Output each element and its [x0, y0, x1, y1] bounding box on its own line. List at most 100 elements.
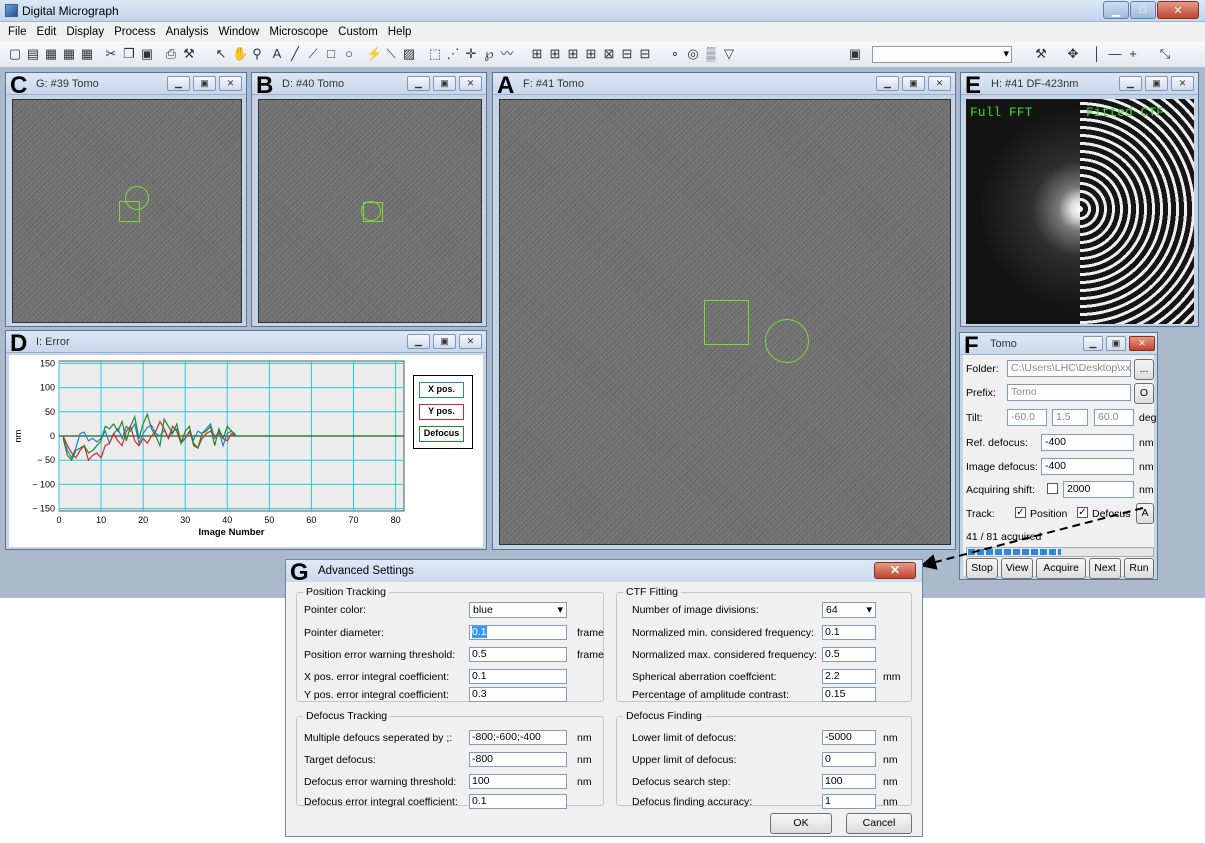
points-tool-icon[interactable]: ∘ [670, 46, 680, 61]
save-all-icon[interactable]: ▦ [62, 46, 76, 61]
acquiring-shift-checkbox[interactable] [1047, 483, 1058, 494]
restore-icon[interactable]: ▣ [902, 76, 925, 91]
tilt-start-field[interactable]: -60.0 [1007, 409, 1047, 426]
hammer-icon[interactable]: ⚒ [1035, 46, 1047, 61]
tomo-dialog-f[interactable]: Tomo ▁ ▣ ✕ F Folder: C:\Users\LHC\Desktop\… [959, 332, 1158, 580]
selection-icon[interactable]: ⤡ [1159, 46, 1171, 61]
image-divisions-select[interactable]: 64 [822, 602, 876, 618]
max-frequency-field[interactable]: 0.5 [822, 647, 876, 662]
dialog-titlebar[interactable]: G Advanced Settings ✕ [286, 559, 922, 586]
minimize-icon[interactable]: ▁ [1083, 336, 1103, 351]
window-titlebar[interactable]: F: #41 Tomo ▁ ▣ ✕ [493, 73, 955, 95]
menu-window[interactable]: Window [218, 26, 260, 38]
browse-folder-button[interactable]: ... [1134, 359, 1154, 380]
stop-button[interactable]: Stop [966, 558, 998, 579]
chart-tool-4-icon[interactable]: ⊞ [585, 46, 597, 61]
window-titlebar[interactable]: Tomo ▁ ▣ ✕ [960, 333, 1157, 355]
pointer-tool-icon[interactable]: ↖ [215, 46, 227, 61]
micrograph-image[interactable] [12, 99, 242, 323]
cut-icon[interactable]: ✂ [105, 46, 117, 61]
fft-window-e[interactable]: H: #41 DF-423nm ▁ ▣ ✕ E Full FFT Fitted CT… [960, 72, 1199, 327]
chart-tool-1-icon[interactable]: ⊞ [531, 46, 543, 61]
restore-icon[interactable]: ▣ [433, 334, 456, 349]
search-step-field[interactable]: 100 [822, 774, 876, 789]
track-position-checkbox[interactable]: ✓ [1015, 507, 1026, 518]
save-icon[interactable]: ▦ [44, 46, 58, 61]
menu-file[interactable]: File [8, 26, 27, 38]
run-button[interactable]: Run [1124, 558, 1154, 579]
chart-tool-5-icon[interactable]: ⊠ [603, 46, 615, 61]
minimize-icon[interactable]: ▁ [167, 76, 190, 91]
zoom-tool-icon[interactable]: ⚲ [252, 46, 262, 61]
pointer-color-select[interactable]: blue [469, 602, 567, 618]
roi-point-icon[interactable]: ✛ [465, 46, 477, 61]
min-frequency-field[interactable]: 0.1 [822, 625, 876, 640]
minimize-icon[interactable]: ▁ [407, 334, 430, 349]
minimize-icon[interactable]: ▁ [407, 76, 430, 91]
error-plot-window-d[interactable]: I: Error ▁ ▣ ✕ D 0 10 20 30 40 50 60 70 80 150 100 50… [5, 330, 487, 550]
line-tool-icon[interactable]: ╱ [291, 46, 299, 61]
lower-limit-field[interactable]: -5000 [822, 730, 876, 745]
target-defocus-field[interactable]: -800 [469, 752, 567, 767]
arrow-tool-icon[interactable]: ⟋ [308, 46, 318, 61]
tilt-step-field[interactable]: 1.5 [1052, 409, 1088, 426]
new-file-icon[interactable]: ▢ [8, 46, 22, 61]
print-icon[interactable]: ⎙ [165, 46, 177, 61]
window-titlebar[interactable]: D: #40 Tomo ▁ ▣ ✕ [252, 73, 486, 95]
micrograph-image[interactable] [499, 99, 951, 545]
plot-area[interactable]: 0 10 20 30 40 50 60 70 80 150 100 50 0 − 50 − 100 − 150… [9, 355, 483, 547]
defocus-integral-field[interactable]: 0.1 [469, 794, 567, 809]
minimize-icon[interactable]: ▁ [1119, 76, 1142, 91]
magic-wand-icon[interactable]: ⚡ [366, 46, 383, 61]
maximize-button[interactable]: □ [1130, 1, 1156, 19]
move-icon[interactable]: ✥ [1067, 46, 1079, 61]
freehand-icon[interactable]: 〰 [500, 46, 514, 61]
window-titlebar[interactable]: I: Error ▁ ▣ ✕ [6, 331, 486, 353]
menu-process[interactable]: Process [114, 26, 156, 38]
image-window-b[interactable]: D: #40 Tomo ▁ ▣ ✕ B [251, 72, 487, 327]
window-titlebar[interactable]: G: #39 Tomo ▁ ▣ ✕ [6, 73, 246, 95]
minimize-icon[interactable]: ▁ [876, 76, 899, 91]
bar-icon[interactable]: │ [1092, 46, 1102, 61]
chart-tool-3-icon[interactable]: ⊞ [567, 46, 579, 61]
close-icon[interactable]: ✕ [874, 562, 916, 579]
menu-analysis[interactable]: Analysis [165, 26, 209, 38]
chart-tool-2-icon[interactable]: ⊞ [549, 46, 561, 61]
next-button[interactable]: Next [1089, 558, 1121, 579]
toolbar-combobox[interactable] [872, 46, 1012, 63]
x-integral-field[interactable]: 0.1 [469, 669, 567, 684]
minus-icon[interactable]: — [1108, 46, 1122, 61]
oval-tool-icon[interactable]: ○ [345, 46, 353, 61]
close-icon[interactable]: ✕ [219, 76, 242, 91]
close-icon[interactable]: ✕ [928, 76, 951, 91]
restore-icon[interactable]: ▣ [193, 76, 216, 91]
ok-button[interactable]: OK [770, 813, 832, 834]
cancel-button[interactable]: Cancel [846, 813, 912, 834]
acquire-button[interactable]: Acquire [1036, 558, 1086, 579]
finding-accuracy-field[interactable]: 1 [822, 794, 876, 809]
chart-tool-6-icon[interactable]: ⊟ [621, 46, 633, 61]
menu-display[interactable]: Display [66, 26, 105, 38]
track-defocus-checkbox[interactable]: ✓ [1077, 507, 1088, 518]
chart-tool-7-icon[interactable]: ⊟ [639, 46, 651, 61]
image-window-c[interactable]: G: #39 Tomo ▁ ▣ ✕ C [5, 72, 247, 327]
roi-rect-icon[interactable]: ⬚ [428, 46, 442, 61]
minimize-button[interactable]: ▁ [1103, 1, 1129, 19]
window-titlebar[interactable]: H: #41 DF-423nm ▁ ▣ ✕ [961, 73, 1198, 95]
pattern-tool-icon[interactable]: ▒ [706, 46, 716, 61]
advanced-settings-dialog[interactable]: G Advanced Settings ✕ Position Tracking … [285, 559, 923, 837]
copy-icon[interactable]: ❐ [123, 46, 135, 61]
image-defocus-field[interactable]: -400 [1041, 458, 1134, 475]
close-icon[interactable]: ✕ [459, 334, 482, 349]
close-button[interactable]: ✕ [1157, 1, 1199, 19]
profile-box-icon[interactable]: ▨ [402, 46, 416, 61]
hand-tool-icon[interactable]: ✋ [232, 46, 249, 61]
open-folder-icon[interactable]: ▤ [26, 46, 40, 61]
restore-icon[interactable]: ▣ [1106, 336, 1126, 351]
rectangle-tool-icon[interactable]: □ [327, 46, 335, 61]
tools-icon[interactable]: ⚒ [183, 46, 195, 61]
menu-help[interactable]: Help [387, 26, 412, 38]
menu-microscope[interactable]: Microscope [269, 26, 329, 38]
spherical-aberration-field[interactable]: 2.2 [822, 669, 876, 684]
view-button[interactable]: View [1001, 558, 1033, 579]
